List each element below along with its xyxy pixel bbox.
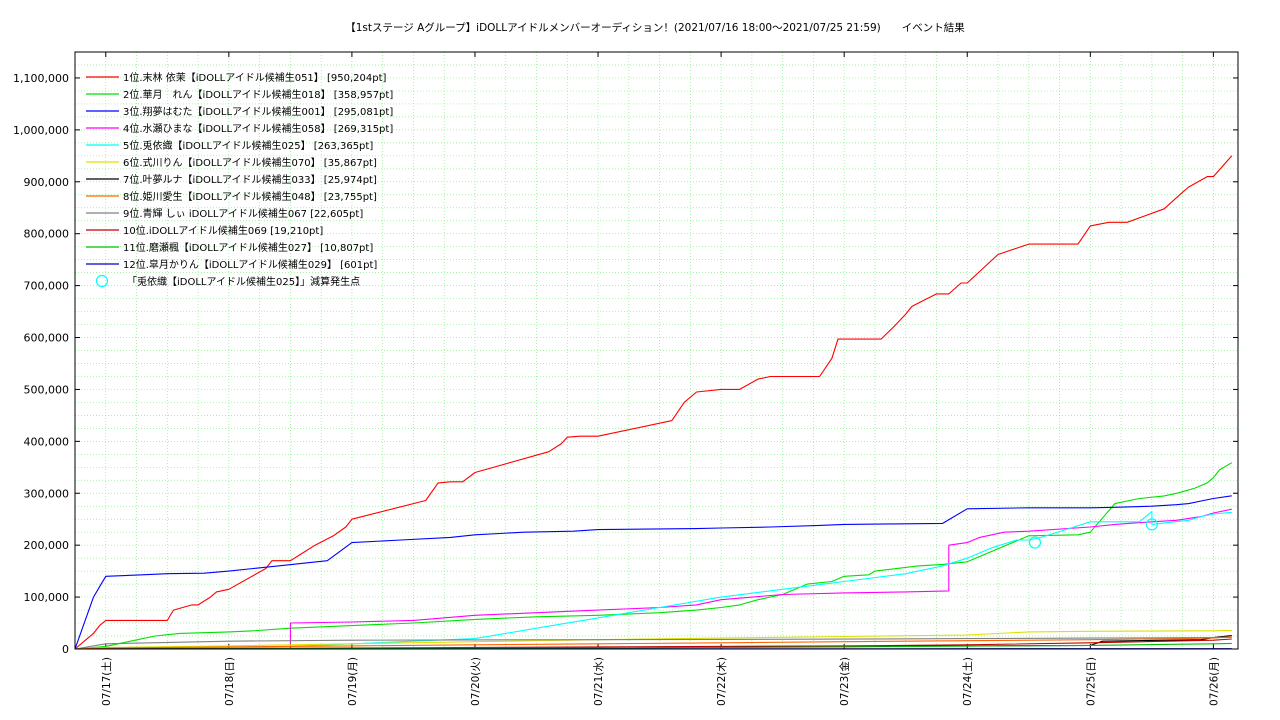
series-line-10 bbox=[74, 638, 1232, 650]
series-line-4 bbox=[75, 508, 1232, 650]
plot-frame bbox=[74, 51, 1239, 650]
y-tick-label: 700,000 bbox=[24, 280, 70, 293]
series-line-6 bbox=[74, 629, 1232, 650]
legend-entry-label: 7位.叶夢ルナ【iDOLLアイドル候補生033】 [25,974pt] bbox=[123, 173, 377, 186]
y-tick-label: 100,000 bbox=[24, 591, 70, 604]
y-tick-label: 900,000 bbox=[24, 176, 70, 189]
reduction-marker bbox=[1145, 518, 1158, 531]
y-axis: 0 100,000 200,000 300,000 400,000 500,000 600,… bbox=[13, 72, 1238, 656]
y-tick-label: 200,000 bbox=[24, 539, 70, 552]
y-tick-label: 1,100,000 bbox=[13, 72, 69, 85]
x-tick-label: 07/19(月) bbox=[347, 657, 359, 706]
y-tick-label: 500,000 bbox=[24, 383, 70, 396]
y-tick-label: 0 bbox=[62, 643, 69, 656]
x-tick-label: 07/25(日) bbox=[1085, 657, 1097, 706]
legend-entry-label: 3位.翔夢はむた【iDOLLアイドル候補生001】 [295,081pt] bbox=[123, 105, 393, 118]
series-lines bbox=[74, 155, 1233, 650]
legend-entry-label: 4位.水瀬ひまな【iDOLLアイドル候補生058】 [269,315pt] bbox=[123, 122, 393, 135]
x-tick-label: 07/24(土) bbox=[961, 657, 974, 706]
y-tick-label: 400,000 bbox=[24, 435, 70, 448]
x-tick-label: 07/26(月) bbox=[1208, 657, 1220, 706]
legend-entry-label: 2位.華月 れん【iDOLLアイドル候補生018】 [358,957pt] bbox=[123, 88, 393, 101]
legend-entry-label: 5位.兎依織【iDOLLアイドル候補生025】 [263,365pt] bbox=[123, 139, 373, 152]
series-line-1 bbox=[74, 155, 1233, 650]
legend-entry-label: 10位.iDOLLアイドル候補生069 [19,210pt] bbox=[123, 224, 323, 237]
y-tick-label: 300,000 bbox=[24, 487, 70, 500]
legend-marker-label: 「兎依織【iDOLLアイドル候補生025】」減算発生点 bbox=[127, 275, 360, 288]
x-tick-label: 07/20(火) bbox=[470, 657, 482, 706]
grid-lines bbox=[75, 52, 1238, 649]
series-line-5 bbox=[74, 510, 1232, 650]
legend-entry-label: 11位.磨瀬楓【iDOLLアイドル候補生027】 [10,807pt] bbox=[123, 241, 373, 254]
legend: 1位.末林 依茉【iDOLLアイドル候補生051】 [950,204pt] 2位.… bbox=[86, 71, 393, 288]
series-line-8 bbox=[74, 636, 1232, 650]
x-axis: 07/17(土) 07/18(日) 07/19(月) 07/20(火) 07/21(水)… bbox=[100, 52, 1220, 706]
x-tick-label: 07/21(水) bbox=[593, 657, 605, 706]
series-line-9 bbox=[74, 636, 1232, 650]
legend-marker-swatch bbox=[95, 274, 109, 288]
x-tick-label: 07/17(土) bbox=[100, 657, 113, 706]
x-tick-label: 07/22(木) bbox=[716, 657, 728, 706]
y-tick-label: 600,000 bbox=[24, 332, 70, 345]
legend-entry-label: 9位.青輝 しぃ iDOLLアイドル候補生067 [22,605pt] bbox=[123, 207, 363, 220]
reduction-marker bbox=[1028, 536, 1042, 549]
y-tick-label: 800,000 bbox=[24, 228, 70, 241]
chart-title: 【1stステージ Aグループ】iDOLLアイドルメンバーオーディション！(202… bbox=[345, 21, 965, 34]
legend-entry-label: 8位.姫川愛生【iDOLLアイドル候補生048】 [23,755pt] bbox=[123, 190, 377, 203]
x-tick-label: 07/18(日) bbox=[224, 657, 236, 706]
legend-entry-label: 6位.式川りん【iDOLLアイドル候補生070】 [35,867pt] bbox=[123, 156, 377, 169]
series-line-3 bbox=[74, 495, 1232, 650]
marker-points bbox=[1028, 518, 1158, 549]
legend-entry-label: 12位.皐月かりん【iDOLLアイドル候補生029】 [601pt] bbox=[123, 258, 377, 271]
y-tick-label: 1,000,000 bbox=[13, 124, 69, 137]
x-tick-label: 07/23(金) bbox=[838, 657, 851, 706]
series-line-2 bbox=[74, 462, 1233, 650]
legend-entry-label: 1位.末林 依茉【iDOLLアイドル候補生051】 [950,204pt] bbox=[123, 71, 386, 84]
